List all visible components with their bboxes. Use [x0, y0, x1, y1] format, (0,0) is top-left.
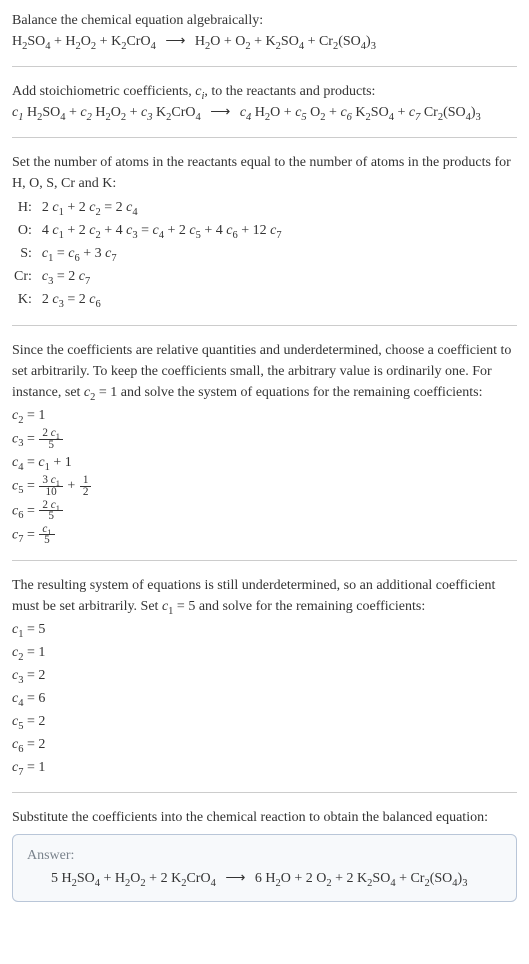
- coef-line: c5 = 3 c110 + 12: [12, 475, 517, 497]
- elem-label: O:: [12, 219, 40, 242]
- subst-section: Substitute the coefficients into the che…: [12, 807, 517, 902]
- atoms-table: H:2 c1 + 2 c2 = 2 c4 O:4 c1 + 2 c2 + 4 c…: [12, 196, 288, 311]
- answer-equation: 5 H2SO4 + H2O2 + 2 K2CrO4 ⟶ 6 H2O + 2 O2…: [27, 868, 502, 889]
- stoich-section: Add stoichiometric coefficients, ci, to …: [12, 81, 517, 123]
- coef-val: 1: [38, 645, 45, 660]
- stoich-eq-lhs: c1: [12, 105, 23, 120]
- elem-eq: 4 c1 + 2 c2 + 4 c3 = c4 + 2 c5 + 4 c6 + …: [40, 219, 288, 242]
- coef-line: c3 = 2: [12, 665, 517, 686]
- coef-val: 1: [38, 760, 45, 775]
- coef-line: c4 = 6: [12, 688, 517, 709]
- table-row: S:c1 = c6 + 3 c7: [12, 242, 288, 265]
- stoich-text-a: Add stoichiometric coefficients,: [12, 84, 195, 99]
- divider: [12, 66, 517, 67]
- elem-eq: 2 c1 + 2 c2 = 2 c4: [40, 196, 288, 219]
- underdet2-text: The resulting system of equations is sti…: [12, 575, 517, 617]
- stoich-equation: c1 H2SO4 + c2 H2O2 + c3 K2CrO4 ⟶ c4 H2O …: [12, 102, 517, 123]
- intro-text: Balance the chemical equation algebraica…: [12, 10, 517, 31]
- coef-line: c6 = 2: [12, 734, 517, 755]
- atoms-text: Set the number of atoms in the reactants…: [12, 152, 517, 194]
- table-row: K:2 c3 = 2 c6: [12, 288, 288, 311]
- coef-line: c7 = 1: [12, 757, 517, 778]
- intro-eq-lhs: H2SO4 + H2O2 + K2CrO4: [12, 34, 156, 49]
- intro-equation: H2SO4 + H2O2 + K2CrO4 ⟶ H2O + O2 + K2SO4…: [12, 31, 517, 52]
- coef-val: 2: [38, 714, 45, 729]
- coef-line: c7 = c15: [12, 524, 517, 546]
- underdet2-section: The resulting system of equations is sti…: [12, 575, 517, 778]
- coef-line: c5 = 2: [12, 711, 517, 732]
- table-row: O:4 c1 + 2 c2 + 4 c3 = c4 + 2 c5 + 4 c6 …: [12, 219, 288, 242]
- intro-eq-rhs: H2O + O2 + K2SO4 + Cr2(SO4)3: [195, 34, 376, 49]
- underdet1-section: Since the coefficients are relative quan…: [12, 340, 517, 546]
- stoich-text: Add stoichiometric coefficients, ci, to …: [12, 81, 517, 102]
- divider: [12, 560, 517, 561]
- divider: [12, 325, 517, 326]
- divider: [12, 792, 517, 793]
- answer-label: Answer:: [27, 845, 502, 866]
- elem-eq: 2 c3 = 2 c6: [40, 288, 288, 311]
- coef-line: c1 = 5: [12, 619, 517, 640]
- atoms-section: Set the number of atoms in the reactants…: [12, 152, 517, 311]
- coef-line: c2 = 1: [12, 405, 517, 426]
- coef-line: c2 = 1: [12, 642, 517, 663]
- elem-eq: c1 = c6 + 3 c7: [40, 242, 288, 265]
- elem-eq: c3 = 2 c7: [40, 265, 288, 288]
- table-row: H:2 c1 + 2 c2 = 2 c4: [12, 196, 288, 219]
- coef-list-2: c1 = 5 c2 = 1 c3 = 2 c4 = 6 c5 = 2 c6 = …: [12, 619, 517, 778]
- coef-val: 5: [38, 622, 45, 637]
- divider: [12, 137, 517, 138]
- stoich-text-b: , to the reactants and products:: [204, 84, 375, 99]
- coef-line: c4 = c1 + 1: [12, 452, 517, 473]
- intro-section: Balance the chemical equation algebraica…: [12, 10, 517, 52]
- arrow-icon: ⟶: [204, 105, 236, 120]
- table-row: Cr:c3 = 2 c7: [12, 265, 288, 288]
- coef-line: c6 = 2 c15: [12, 500, 517, 522]
- subst-text: Substitute the coefficients into the che…: [12, 807, 517, 828]
- coef-val: 2: [38, 668, 45, 683]
- arrow-icon: ⟶: [219, 871, 251, 886]
- coef-val: 2: [38, 737, 45, 752]
- arrow-icon: ⟶: [159, 34, 191, 49]
- coef-val: 6: [38, 691, 45, 706]
- elem-label: Cr:: [12, 265, 40, 288]
- elem-label: H:: [12, 196, 40, 219]
- underdet1-text: Since the coefficients are relative quan…: [12, 340, 517, 403]
- coef-line: c3 = 2 c15: [12, 428, 517, 450]
- elem-label: K:: [12, 288, 40, 311]
- answer-box: Answer: 5 H2SO4 + H2O2 + 2 K2CrO4 ⟶ 6 H2…: [12, 834, 517, 902]
- coef-list-1: c2 = 1 c3 = 2 c15 c4 = c1 + 1 c5 = 3 c11…: [12, 405, 517, 546]
- elem-label: S:: [12, 242, 40, 265]
